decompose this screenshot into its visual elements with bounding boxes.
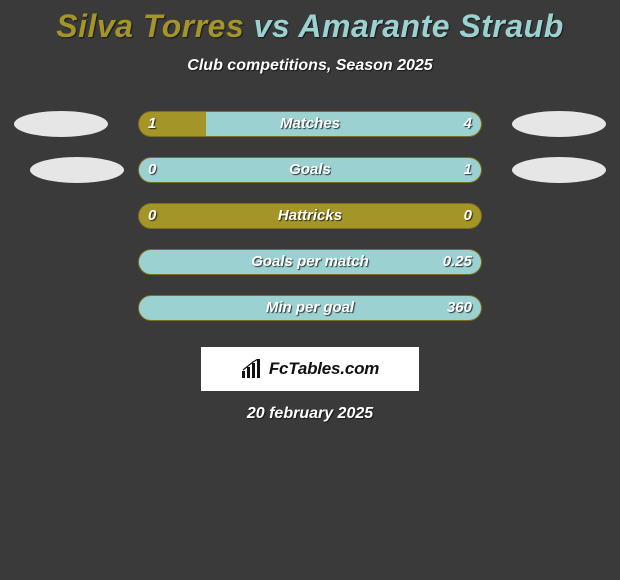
stat-bar-track	[138, 295, 482, 321]
player-badge-left	[30, 157, 124, 183]
stat-bar-right	[138, 158, 481, 182]
subtitle: Club competitions, Season 2025	[0, 57, 620, 75]
stat-row: Matches14	[0, 111, 620, 137]
footer-date: 20 february 2025	[0, 405, 620, 423]
stat-row: Min per goal360	[0, 295, 620, 321]
stat-row: Goals per match0.25	[0, 249, 620, 275]
footer-logo: FcTables.com	[201, 347, 419, 391]
player2-name: Amarante Straub	[298, 8, 563, 44]
player-badge-right	[512, 111, 606, 137]
stats-container: Matches14 Goals01 Hattricks00 Goals per mat…	[0, 111, 620, 321]
chart-icon	[241, 359, 263, 379]
player-badge-right	[512, 157, 606, 183]
stat-bar-track	[138, 203, 482, 229]
stat-row: Goals01	[0, 157, 620, 183]
stat-bar-right	[138, 250, 481, 274]
stat-bar-track	[138, 111, 482, 137]
stat-bar-track	[138, 249, 482, 275]
stat-bar-track	[138, 157, 482, 183]
vs-text: vs	[254, 8, 291, 44]
footer-logo-text: FcTables.com	[269, 359, 379, 379]
stat-bar-right	[206, 112, 481, 136]
stat-bar-left	[139, 112, 208, 136]
stat-row: Hattricks00	[0, 203, 620, 229]
player-badge-left	[14, 111, 108, 137]
player1-name: Silva Torres	[56, 8, 244, 44]
comparison-title: Silva Torres vs Amarante Straub	[0, 0, 620, 45]
stat-bar-right	[138, 296, 481, 320]
